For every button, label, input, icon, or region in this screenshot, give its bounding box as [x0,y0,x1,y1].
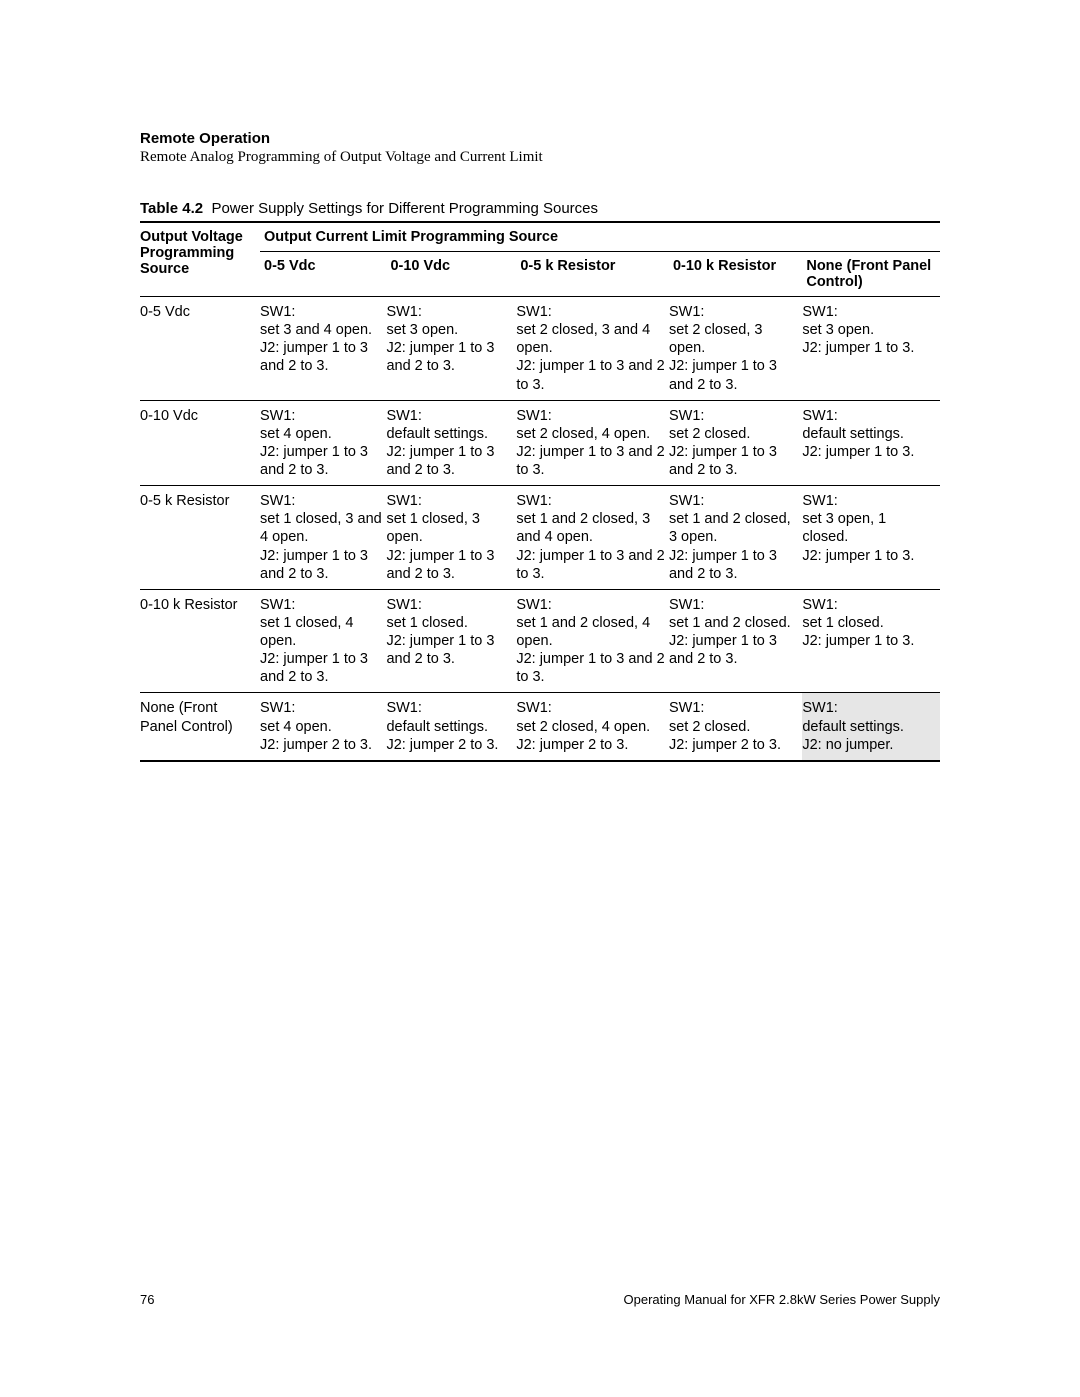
table-cell: SW1:default settings.J2: jumper 1 to 3. [802,400,940,486]
table-cell: SW1:set 2 closed, 4 open.J2: jumper 2 to… [516,693,669,761]
table-cell: SW1:set 2 closed, 3 and 4 open.J2: jumpe… [516,297,669,401]
table-cell: SW1:set 3 open.J2: jumper 1 to 3. [802,297,940,401]
section-title: Remote Operation [140,130,940,147]
settings-table: Output Voltage Programming Source Output… [140,221,940,762]
table-cell: SW1:set 2 closed.J2: jumper 1 to 3 and 2… [669,400,802,486]
table-cell: SW1:set 1 and 2 closed.J2: jumper 1 to 3… [669,589,802,693]
column-header: 0-5 Vdc [260,252,386,297]
table-row: None (Front Panel Control)SW1:set 4 open… [140,693,940,761]
footer-doc-title: Operating Manual for XFR 2.8kW Series Po… [624,1292,940,1307]
table-cell: SW1:set 3 open.J2: jumper 1 to 3 and 2 t… [386,297,516,401]
table-cell: SW1:set 1 and 2 closed, 3 open.J2: jumpe… [669,486,802,590]
table-cell: SW1:set 1 closed, 4 open.J2: jumper 1 to… [260,589,386,693]
table-cell: SW1:set 2 closed.J2: jumper 2 to 3. [669,693,802,761]
table-cell: SW1:set 3 open, 1 closed.J2: jumper 1 to… [802,486,940,590]
section-subtitle: Remote Analog Programming of Output Volt… [140,149,940,166]
table-cell: SW1:set 1 closed.J2: jumper 1 to 3. [802,589,940,693]
table-row: 0-5 VdcSW1:set 3 and 4 open.J2: jumper 1… [140,297,940,401]
row-label: 0-5 k Resistor [140,486,260,590]
table-row: 0-5 k ResistorSW1:set 1 closed, 3 and 4 … [140,486,940,590]
table-cell: SW1:default settings.J2: no jumper. [802,693,940,761]
table-row: 0-10 VdcSW1:set 4 open.J2: jumper 1 to 3… [140,400,940,486]
column-header: None (Front Panel Control) [802,252,940,297]
spanner-title: Output Current Limit Programming Source [260,222,940,252]
table-cell: SW1:set 2 closed, 4 open.J2: jumper 1 to… [516,400,669,486]
row-header-title: Output Voltage Programming Source [140,222,260,297]
table-caption-label: Table 4.2 [140,200,203,217]
page: Remote Operation Remote Analog Programmi… [0,0,1080,1397]
table-cell: SW1:set 4 open.J2: jumper 1 to 3 and 2 t… [260,400,386,486]
row-label: 0-10 k Resistor [140,589,260,693]
table-cell: SW1:set 1 closed, 3 open.J2: jumper 1 to… [386,486,516,590]
table-cell: SW1:default settings.J2: jumper 1 to 3 a… [386,400,516,486]
column-header: 0-10 Vdc [386,252,516,297]
table-cell: SW1:default settings.J2: jumper 2 to 3. [386,693,516,761]
table-cell: SW1:set 1 and 2 closed, 4 open.J2: jumpe… [516,589,669,693]
row-label: None (Front Panel Control) [140,693,260,761]
page-footer: 76 Operating Manual for XFR 2.8kW Series… [140,1292,940,1307]
table-cell: SW1:set 1 closed.J2: jumper 1 to 3 and 2… [386,589,516,693]
column-header: 0-10 k Resistor [669,252,802,297]
page-number: 76 [140,1292,154,1307]
table-cell: SW1:set 1 closed, 3 and 4 open.J2: jumpe… [260,486,386,590]
table-caption-text: Power Supply Settings for Different Prog… [211,200,598,217]
table-cell: SW1:set 1 and 2 closed, 3 and 4 open.J2:… [516,486,669,590]
table-cell: SW1:set 4 open.J2: jumper 2 to 3. [260,693,386,761]
row-label: 0-10 Vdc [140,400,260,486]
column-header: 0-5 k Resistor [516,252,669,297]
table-cell: SW1:set 2 closed, 3 open.J2: jumper 1 to… [669,297,802,401]
table-cell: SW1:set 3 and 4 open.J2: jumper 1 to 3 a… [260,297,386,401]
table-row: 0-10 k ResistorSW1:set 1 closed, 4 open.… [140,589,940,693]
table-caption: Table 4.2 Power Supply Settings for Diff… [140,200,940,217]
row-label: 0-5 Vdc [140,297,260,401]
